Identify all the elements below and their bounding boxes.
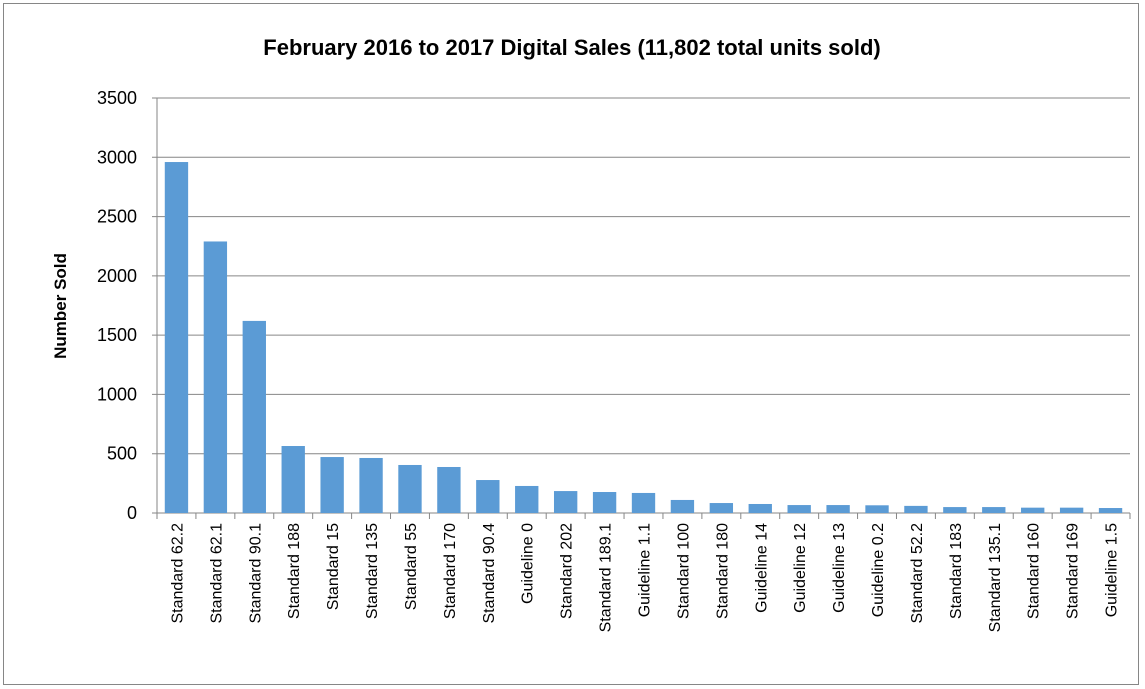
x-tick-label: Standard 188 <box>286 523 303 619</box>
chart-border <box>3 3 1139 685</box>
x-tick-label: Standard 135 <box>364 523 381 619</box>
x-tick-label: Standard 189.1 <box>598 523 615 633</box>
x-tick-label: Guideline 1.5 <box>1104 523 1121 617</box>
x-tick-label: Guideline 14 <box>753 523 770 613</box>
bar <box>203 241 228 513</box>
bar <box>943 507 967 513</box>
bar <box>865 505 889 513</box>
bar <box>515 485 539 513</box>
y-tick-label: 500 <box>107 444 137 464</box>
bar <box>242 320 266 513</box>
bar <box>709 503 734 513</box>
y-tick-label: 1500 <box>97 325 137 345</box>
x-tick-label: Guideline 0.2 <box>870 523 887 617</box>
x-tick-label: Standard 15 <box>325 523 342 610</box>
x-tick-label: Guideline 0 <box>520 523 537 604</box>
bar <box>982 507 1006 513</box>
bar <box>1059 507 1084 513</box>
x-tick-label: Standard 170 <box>442 523 459 619</box>
bar <box>826 505 850 513</box>
bar <box>553 491 578 513</box>
x-tick-label: Guideline 1.1 <box>637 523 654 617</box>
y-tick-label: 2500 <box>97 207 137 227</box>
bar <box>281 446 305 513</box>
x-tick-label: Standard 180 <box>714 523 731 619</box>
x-tick-label: Guideline 13 <box>831 523 848 613</box>
bar <box>592 492 617 513</box>
x-tick-label: Standard 183 <box>948 523 965 619</box>
bar <box>476 480 500 513</box>
x-tick-label: Standard 160 <box>1026 523 1043 619</box>
y-tick-label: 2000 <box>97 266 137 286</box>
x-tick-label: Standard 202 <box>559 523 576 619</box>
bar <box>631 492 656 513</box>
bar <box>320 457 344 513</box>
x-tick-label: Standard 135.1 <box>987 523 1004 633</box>
bar <box>904 505 928 513</box>
bar <box>1021 507 1045 513</box>
x-tick-label: Guideline 12 <box>792 523 809 613</box>
bar <box>670 499 695 513</box>
x-tick-label: Standard 52.2 <box>909 523 926 624</box>
bar <box>748 503 772 513</box>
x-tick-label: Standard 90.4 <box>481 523 498 624</box>
x-tick-label: Standard 100 <box>675 523 692 619</box>
chart-title: February 2016 to 2017 Digital Sales (11,… <box>263 35 880 60</box>
x-tick-label: Standard 169 <box>1065 523 1082 619</box>
bar <box>398 464 422 513</box>
x-tick-label: Standard 62.2 <box>169 523 186 624</box>
bar <box>359 457 383 513</box>
y-tick-label: 3500 <box>97 88 137 108</box>
y-tick-label: 0 <box>127 503 137 523</box>
x-tick-label: Standard 62.1 <box>208 523 225 624</box>
bar <box>437 466 461 513</box>
x-tick-label: Standard 90.1 <box>247 523 264 624</box>
bar <box>164 162 189 513</box>
y-tick-label: 3000 <box>97 147 137 167</box>
bar <box>787 505 811 513</box>
y-tick-label: 1000 <box>97 384 137 404</box>
bar <box>1098 508 1123 513</box>
x-tick-label: Standard 55 <box>403 523 420 610</box>
y-axis-title: Number Sold <box>51 253 70 359</box>
